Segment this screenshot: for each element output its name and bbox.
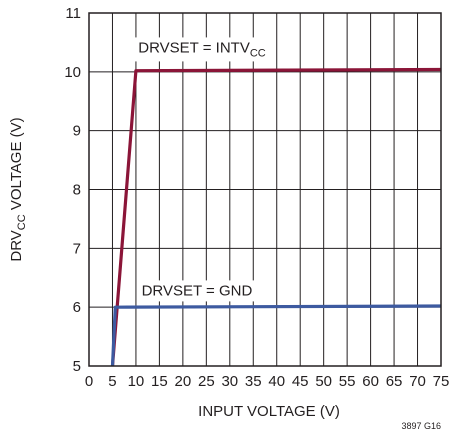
y-tick-label: 11: [65, 5, 81, 22]
annotation-background: [133, 37, 271, 62]
x-axis-label: INPUT VOLTAGE (V): [198, 403, 340, 420]
annotation-background: [136, 280, 258, 302]
x-tick-label: 60: [362, 373, 379, 390]
plot-frame: [88, 12, 442, 367]
x-tick-label: 40: [268, 373, 285, 390]
annotation-intvcc: DRVSET = INTVCC: [133, 37, 271, 62]
x-tick-label: 45: [292, 373, 309, 390]
annotation-main: DRVSET = GND: [142, 282, 253, 299]
x-tick-label: 70: [409, 373, 426, 390]
x-tick-label: 10: [128, 373, 145, 390]
y-tick-label: 10: [64, 64, 81, 81]
x-tick-label: 5: [108, 373, 116, 390]
x-tick-label: 0: [85, 373, 93, 390]
x-tick-label: 25: [198, 373, 215, 390]
x-tick-label: 35: [245, 373, 262, 390]
x-tick-label: 50: [315, 373, 332, 390]
annotation-sub: CC: [250, 47, 266, 59]
y-tick-label: 6: [73, 299, 81, 316]
annotation-text: DRVSET = INTVCC: [138, 39, 266, 59]
grid-lines: [88, 12, 442, 367]
y-tick-label: 9: [73, 123, 81, 140]
series-line-gnd: [110, 304, 442, 367]
x-tick-labels: 0 5 10 15 20 25 30 35 40 45 50 55 60 65 70 75: [85, 373, 450, 390]
x-tick-label: 65: [386, 373, 403, 390]
annotation-text: DRVSET = GND: [142, 282, 253, 299]
y-tick-labels: 5 6 7 8 9 10 11: [64, 5, 81, 375]
y-axis-label: DRVCC VOLTAGE (V): [8, 117, 28, 261]
x-tick-label: 55: [339, 373, 356, 390]
x-tick-label: 75: [433, 373, 450, 390]
annotation-gnd: DRVSET = GND: [136, 280, 258, 302]
y-tick-label: 7: [73, 240, 81, 257]
series-layer: [110, 67, 442, 367]
x-tick-label: 20: [175, 373, 192, 390]
series-line-intvcc: [110, 67, 442, 367]
annotation-main: DRVSET = INTV: [138, 39, 250, 56]
x-tick-label: 30: [221, 373, 238, 390]
x-tick-label: 15: [151, 373, 168, 390]
y-tick-label: 5: [73, 358, 81, 375]
y-tick-label: 8: [73, 182, 81, 199]
series-annotations: DRVSET = INTVCC DRVSET = GND: [133, 37, 271, 302]
figure-id: 3897 G16: [401, 421, 441, 431]
